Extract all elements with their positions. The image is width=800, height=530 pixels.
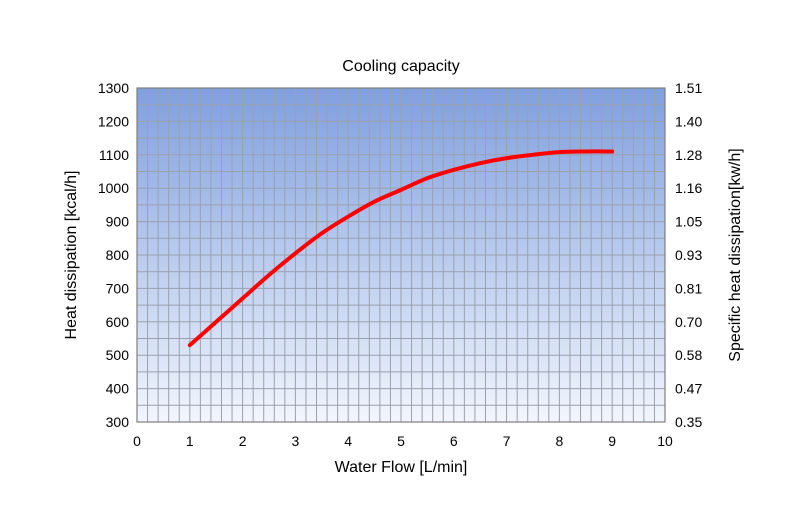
plot-frame (136, 87, 666, 423)
y-tick-label: 700 (106, 280, 130, 296)
y2-tick-label: 1.16 (675, 180, 702, 196)
tick-labels: 0 1 2 3 4 5 6 7 8 9 10 300 400 500 600 700 800 900 1000 110… (98, 80, 703, 449)
y-tick-label: 1300 (98, 80, 129, 96)
x-tick-label: 7 (503, 433, 511, 449)
y-tick-label: 500 (106, 347, 130, 363)
y2-tick-label: 0.70 (675, 314, 702, 330)
x-tick-label: 9 (608, 433, 616, 449)
series-line-0 (187, 149, 615, 348)
y-axis-label: Heat dissipation [kcal/h] (63, 171, 80, 340)
y-tick-label: 800 (106, 247, 130, 263)
y-tick-label: 1200 (98, 113, 129, 129)
y2-tick-label: 0.93 (675, 247, 702, 263)
y2-tick-label: 1.51 (675, 80, 702, 96)
y-tick-label: 1100 (99, 147, 129, 163)
x-tick-label: 5 (397, 433, 405, 449)
y-tick-label: 1000 (98, 180, 129, 196)
x-tick-label: 1 (186, 433, 194, 449)
y-tick-label: 600 (106, 314, 130, 330)
series-layer (187, 149, 615, 348)
x-tick-label: 8 (556, 433, 564, 449)
x-tick-label: 6 (450, 433, 458, 449)
y2-tick-label: 1.28 (675, 147, 702, 163)
y2-tick-label: 0.35 (675, 414, 702, 430)
x-tick-label: 2 (239, 433, 247, 449)
grid (137, 88, 665, 422)
x-tick-label: 4 (344, 433, 352, 449)
y2-tick-label: 0.81 (675, 280, 702, 296)
y2-tick-label: 0.47 (675, 381, 702, 397)
x-axis-label: Water Flow [L/min] (335, 459, 468, 476)
y-tick-label: 400 (106, 381, 130, 397)
chart-title: Cooling capacity (342, 58, 459, 75)
y2-axis-label: Specific heat dissipation[kw/h] (727, 148, 744, 361)
x-tick-label: 3 (292, 433, 300, 449)
x-tick-label: 0 (133, 433, 141, 449)
y-tick-label: 300 (106, 414, 130, 430)
x-tick-label: 10 (657, 433, 673, 449)
y2-tick-label: 1.40 (675, 113, 702, 129)
y2-tick-label: 1.05 (675, 214, 702, 230)
y2-tick-label: 0.58 (675, 347, 702, 363)
y-tick-label: 900 (106, 214, 130, 230)
